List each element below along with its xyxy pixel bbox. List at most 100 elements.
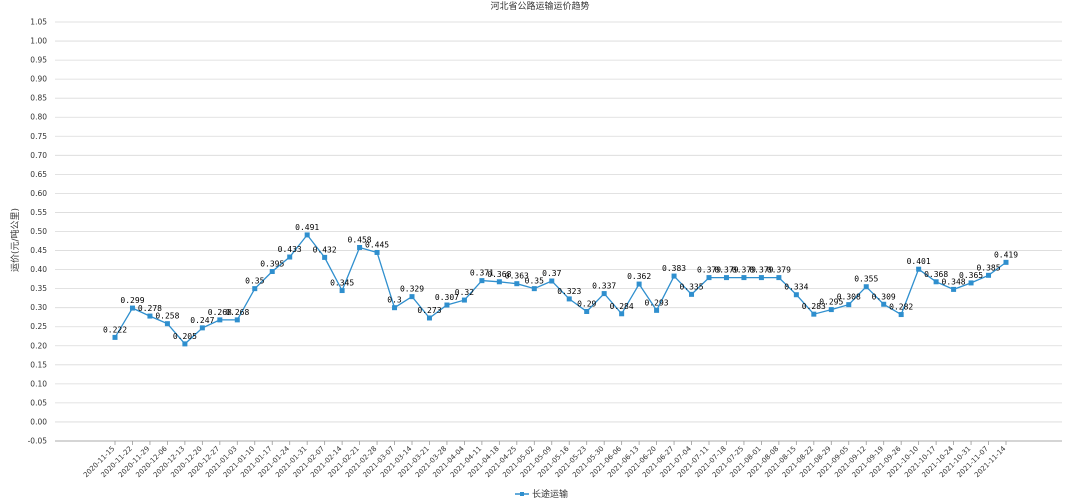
data-label: 0.268 [225, 308, 249, 317]
y-tick-label: 0.50 [30, 227, 47, 236]
y-tick-label: 0.30 [30, 303, 47, 312]
data-label: 0.3 [387, 296, 402, 305]
data-point[interactable] [164, 321, 170, 327]
data-point[interactable] [374, 249, 380, 255]
data-label: 0.323 [557, 287, 581, 296]
y-tick-label: 0.95 [30, 56, 47, 65]
data-point[interactable] [112, 334, 118, 340]
data-point[interactable] [881, 301, 887, 307]
legend[interactable]: 长途运输 [515, 488, 568, 500]
data-point[interactable] [566, 296, 572, 302]
data-point[interactable] [357, 244, 363, 250]
data-label: 0.278 [138, 304, 162, 313]
series-line [114, 233, 1007, 345]
data-point[interactable] [514, 281, 520, 287]
data-point[interactable] [723, 275, 729, 281]
y-tick-label: 0.05 [30, 398, 47, 407]
data-label: 0.205 [173, 332, 197, 341]
data-point[interactable] [217, 317, 223, 323]
data-point[interactable] [601, 291, 607, 297]
data-point[interactable] [199, 325, 205, 331]
data-point[interactable] [811, 311, 817, 317]
data-point[interactable] [619, 311, 625, 317]
data-point[interactable] [479, 278, 485, 284]
legend-series-name: 长途运输 [532, 488, 568, 500]
data-label: 0.458 [348, 235, 372, 244]
data-point[interactable] [671, 273, 677, 279]
data-point[interactable] [392, 305, 398, 311]
data-label: 0.432 [313, 245, 337, 254]
data-point[interactable] [654, 307, 660, 313]
data-point[interactable] [636, 281, 642, 287]
data-point[interactable] [933, 279, 939, 285]
data-point[interactable] [304, 232, 310, 238]
data-label: 0.309 [872, 292, 896, 301]
y-tick-label: 0.00 [30, 417, 47, 426]
data-label: 0.355 [854, 275, 878, 284]
x-axis-ticks: 2020-11-152020-11-222020-11-292020-12-06… [82, 441, 1008, 479]
data-point[interactable] [758, 275, 764, 281]
data-label: 0.329 [400, 285, 424, 294]
data-point[interactable] [549, 278, 555, 284]
chart-title: 河北省公路运输运价趋势 [490, 0, 589, 12]
data-label: 0.295 [819, 298, 843, 307]
data-label: 0.284 [610, 302, 634, 311]
data-point[interactable] [793, 292, 799, 298]
data-point[interactable] [182, 341, 188, 347]
data-point[interactable] [269, 268, 275, 274]
y-tick-label: -0.05 [28, 437, 48, 446]
data-point[interactable] [986, 272, 992, 278]
data-point[interactable] [689, 291, 695, 297]
y-tick-label: 0.90 [30, 75, 47, 84]
data-point[interactable] [828, 307, 834, 313]
data-label: 0.35 [245, 277, 264, 286]
y-tick-label: 0.35 [30, 284, 47, 293]
data-point[interactable] [863, 284, 869, 290]
y-tick-label: 0.85 [30, 94, 47, 103]
gridlines [55, 21, 1062, 442]
data-point[interactable] [741, 275, 747, 281]
data-label: 0.345 [330, 279, 354, 288]
data-point[interactable] [496, 279, 502, 285]
data-label: 0.247 [190, 316, 214, 325]
data-label: 0.368 [487, 270, 511, 279]
data-label: 0.368 [924, 270, 948, 279]
data-point[interactable] [287, 254, 293, 260]
data-labels: 0.2220.2990.2780.2580.2050.2470.2680.268… [103, 223, 1018, 341]
data-point[interactable] [339, 288, 345, 294]
data-point[interactable] [322, 254, 328, 260]
data-point[interactable] [706, 275, 712, 281]
data-point[interactable] [898, 312, 904, 318]
data-point[interactable] [461, 297, 467, 303]
y-tick-label: 0.75 [30, 132, 47, 141]
data-point[interactable] [776, 275, 782, 281]
data-point[interactable] [252, 286, 258, 292]
data-point[interactable] [129, 305, 135, 311]
data-point[interactable] [409, 294, 415, 300]
y-axis-label: 运价(元/吨公里) [9, 208, 21, 272]
data-point[interactable] [968, 280, 974, 286]
data-point[interactable] [444, 302, 450, 308]
data-label: 0.29 [577, 299, 596, 308]
data-point[interactable] [234, 317, 240, 323]
data-label: 0.363 [505, 272, 529, 281]
data-point[interactable] [531, 286, 537, 292]
data-point[interactable] [916, 266, 922, 272]
data-label: 0.383 [662, 264, 686, 273]
data-point[interactable] [426, 315, 432, 321]
data-label: 0.293 [645, 298, 669, 307]
data-point[interactable] [1003, 259, 1009, 265]
data-label: 0.273 [417, 306, 441, 315]
data-point[interactable] [846, 302, 852, 308]
y-tick-label: 0.25 [30, 322, 47, 331]
data-point[interactable] [147, 313, 153, 319]
data-label: 0.371 [470, 269, 494, 278]
data-point[interactable] [951, 286, 957, 292]
data-label: 0.283 [802, 302, 826, 311]
y-tick-label: 0.60 [30, 189, 47, 198]
data-label: 0.307 [435, 293, 459, 302]
data-point[interactable] [584, 308, 590, 314]
y-tick-label: 0.10 [30, 379, 47, 388]
y-tick-label: 0.40 [30, 265, 47, 274]
